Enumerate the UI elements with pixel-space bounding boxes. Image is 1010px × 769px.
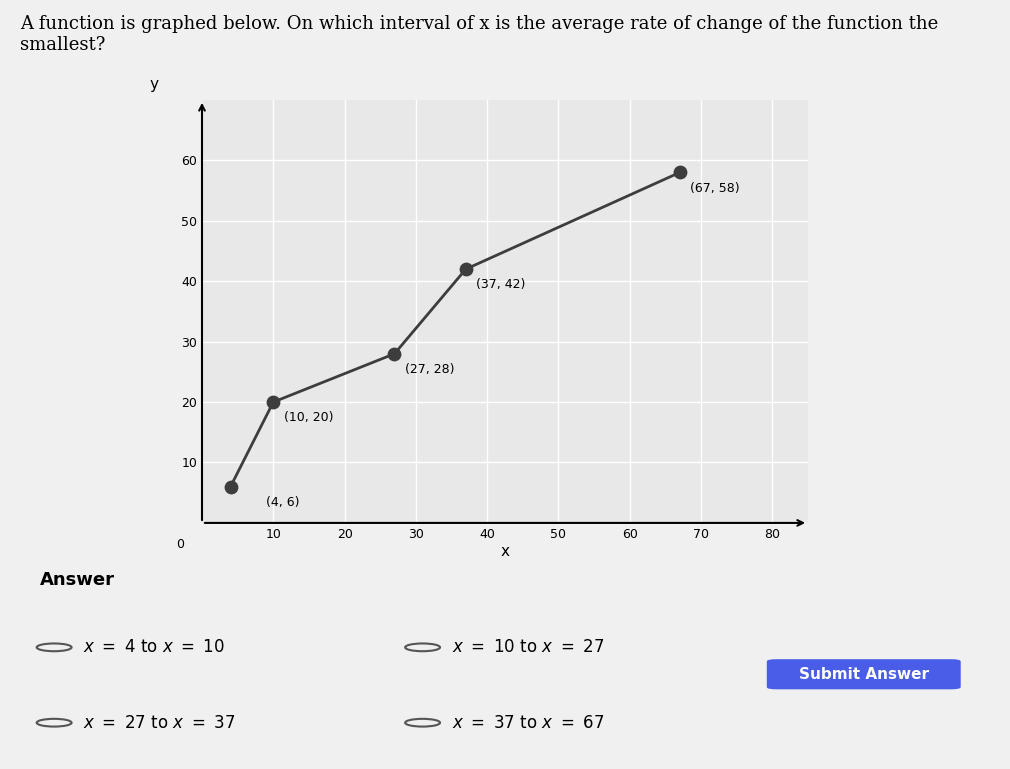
Text: (27, 28): (27, 28) xyxy=(405,363,455,376)
Text: (67, 58): (67, 58) xyxy=(691,181,740,195)
Point xyxy=(672,166,688,178)
Text: $x$ $=$ 37 to $x$ $=$ 67: $x$ $=$ 37 to $x$ $=$ 67 xyxy=(451,714,604,732)
Text: 0: 0 xyxy=(176,538,184,551)
X-axis label: x: x xyxy=(501,544,509,558)
Text: $x$ $=$ 27 to $x$ $=$ 37: $x$ $=$ 27 to $x$ $=$ 37 xyxy=(83,714,235,732)
Text: Answer: Answer xyxy=(39,571,114,589)
Text: $x$ $=$ 4 to $x$ $=$ 10: $x$ $=$ 4 to $x$ $=$ 10 xyxy=(83,638,225,657)
Point xyxy=(266,396,282,408)
Point xyxy=(458,263,474,275)
Point xyxy=(387,348,403,360)
Text: (10, 20): (10, 20) xyxy=(284,411,333,424)
Text: (37, 42): (37, 42) xyxy=(477,278,526,291)
Text: A function is graphed below. On which interval of x is the average rate of chang: A function is graphed below. On which in… xyxy=(20,15,938,54)
Text: (4, 6): (4, 6) xyxy=(267,496,300,509)
Text: $x$ $=$ 10 to $x$ $=$ 27: $x$ $=$ 10 to $x$ $=$ 27 xyxy=(451,638,604,657)
Point xyxy=(222,481,238,493)
FancyBboxPatch shape xyxy=(767,659,961,689)
Y-axis label: y: y xyxy=(149,76,158,92)
Text: Submit Answer: Submit Answer xyxy=(799,667,929,682)
